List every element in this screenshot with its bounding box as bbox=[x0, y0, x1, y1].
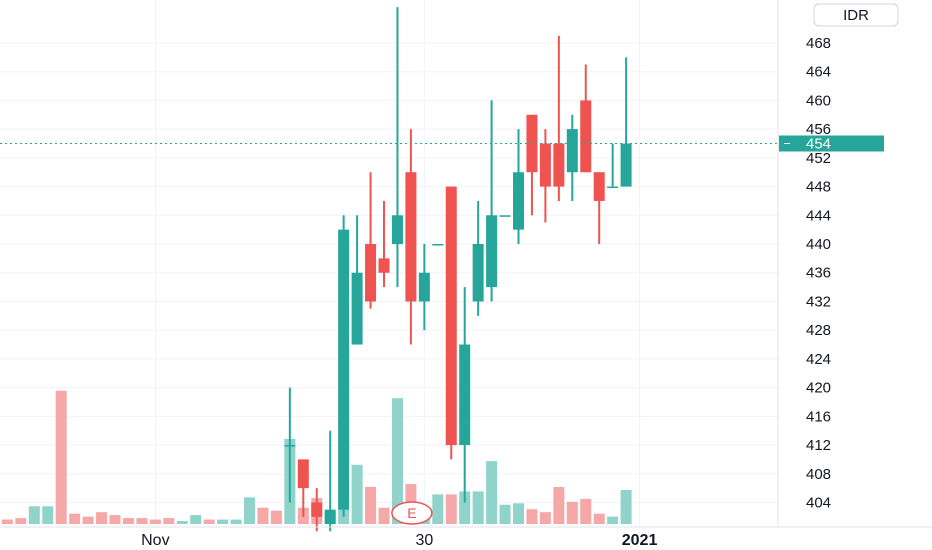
volume-bar bbox=[513, 503, 524, 524]
price-axis-label: 428 bbox=[806, 322, 831, 339]
price-axis-label: 460 bbox=[806, 92, 831, 109]
candle-body bbox=[338, 229, 350, 510]
volume-bar bbox=[203, 519, 215, 524]
volume-bar bbox=[217, 519, 229, 524]
volume-bar bbox=[109, 515, 121, 524]
price-axis-label: 432 bbox=[806, 293, 831, 310]
price-axis-label: 436 bbox=[806, 265, 831, 282]
time-axis-label: 2021 bbox=[622, 532, 658, 549]
candle-body bbox=[324, 509, 336, 525]
price-axis-label: 412 bbox=[806, 437, 831, 454]
volume-bar bbox=[270, 510, 282, 524]
volume-bar bbox=[176, 521, 188, 524]
price-axis-label: 468 bbox=[806, 35, 831, 52]
candle-body bbox=[459, 344, 471, 446]
volume-bar bbox=[244, 497, 255, 524]
candle-body bbox=[580, 100, 592, 173]
volume-bar bbox=[149, 519, 161, 524]
candle-body bbox=[311, 502, 323, 517]
volume-bar bbox=[69, 513, 81, 524]
last-price-value: 454 bbox=[806, 136, 831, 153]
volume-bar bbox=[351, 464, 363, 524]
grid bbox=[0, 0, 778, 527]
earnings-marker-icon bbox=[391, 501, 433, 525]
volume-bar bbox=[459, 491, 471, 524]
last-price-box bbox=[779, 135, 884, 152]
volume-bar bbox=[566, 501, 578, 524]
price-axis-label: 452 bbox=[806, 150, 831, 167]
candle-body bbox=[499, 215, 511, 217]
volume-bar bbox=[15, 518, 27, 524]
candle-body bbox=[445, 186, 457, 446]
volume-bar bbox=[82, 516, 94, 524]
candle-body bbox=[607, 186, 619, 189]
volume-bar bbox=[365, 487, 377, 524]
volume-bar bbox=[257, 507, 269, 524]
volume-bar bbox=[593, 513, 605, 524]
volume-bar bbox=[553, 487, 565, 524]
candle-body bbox=[472, 244, 484, 302]
earnings-marker[interactable]: E bbox=[391, 501, 433, 525]
candle-body bbox=[378, 258, 390, 273]
candle-body bbox=[513, 172, 524, 230]
price-axis-label: 424 bbox=[806, 351, 831, 368]
price-axis-label: 448 bbox=[806, 179, 831, 196]
candle-body bbox=[486, 215, 498, 288]
time-axis-label: Nov bbox=[141, 532, 169, 549]
candle-body bbox=[351, 272, 363, 345]
price-axis-label: 444 bbox=[806, 207, 831, 224]
volume-bar bbox=[55, 390, 67, 524]
candle-body bbox=[391, 215, 403, 245]
volume-bar bbox=[472, 491, 484, 524]
volume-bar bbox=[136, 518, 148, 524]
volume-bar bbox=[42, 506, 54, 524]
volume-bar bbox=[445, 494, 457, 524]
candle-body bbox=[405, 172, 417, 302]
volume-bar bbox=[190, 515, 202, 524]
currency-badge-label: IDR bbox=[843, 7, 869, 24]
last-price-label: 454 bbox=[779, 135, 884, 153]
candle-body bbox=[432, 244, 444, 246]
volume-bar bbox=[230, 519, 242, 524]
volume-bar bbox=[620, 489, 632, 524]
price-axis-label: 464 bbox=[806, 64, 831, 81]
volume-bar bbox=[163, 518, 175, 524]
candle-body bbox=[297, 459, 309, 489]
volume-bar bbox=[1, 519, 13, 524]
earnings-marker-label: E bbox=[407, 505, 416, 521]
candle-body bbox=[539, 143, 551, 187]
candle-body bbox=[593, 172, 605, 201]
volume-bar bbox=[378, 507, 390, 524]
currency-badge-box bbox=[813, 3, 899, 27]
candle-body bbox=[566, 129, 578, 173]
volume-bar bbox=[486, 461, 498, 524]
currency-badge[interactable]: IDR bbox=[813, 3, 899, 27]
volume-bar bbox=[391, 398, 403, 524]
price-axis-label: 416 bbox=[806, 408, 831, 425]
volume-bar bbox=[96, 512, 108, 524]
candles bbox=[284, 7, 632, 532]
volume-bar bbox=[28, 506, 40, 524]
volume-bar bbox=[580, 498, 592, 524]
time-axis[interactable]: Nov 30 2021 bbox=[141, 532, 657, 549]
volume-bar bbox=[122, 518, 134, 524]
price-axis-label: 408 bbox=[806, 466, 831, 483]
volume-bar bbox=[499, 504, 511, 524]
price-axis-label: 456 bbox=[806, 121, 831, 138]
price-axis-label: 404 bbox=[806, 495, 831, 512]
time-axis-label: 30 bbox=[415, 532, 433, 549]
volume-bar bbox=[539, 512, 551, 524]
price-axis-label: 440 bbox=[806, 236, 831, 253]
price-axis-label: 420 bbox=[806, 380, 831, 397]
volume-bar bbox=[526, 509, 538, 524]
candle-body bbox=[284, 445, 296, 447]
candle-body bbox=[620, 143, 632, 187]
volume-bar bbox=[607, 516, 619, 524]
candle-body bbox=[553, 143, 565, 187]
price-axis[interactable]: 4044084124164204244284324364404444484524… bbox=[806, 35, 831, 512]
candle-body bbox=[365, 244, 377, 302]
volume-bar bbox=[432, 494, 444, 524]
candle-body bbox=[418, 272, 430, 302]
